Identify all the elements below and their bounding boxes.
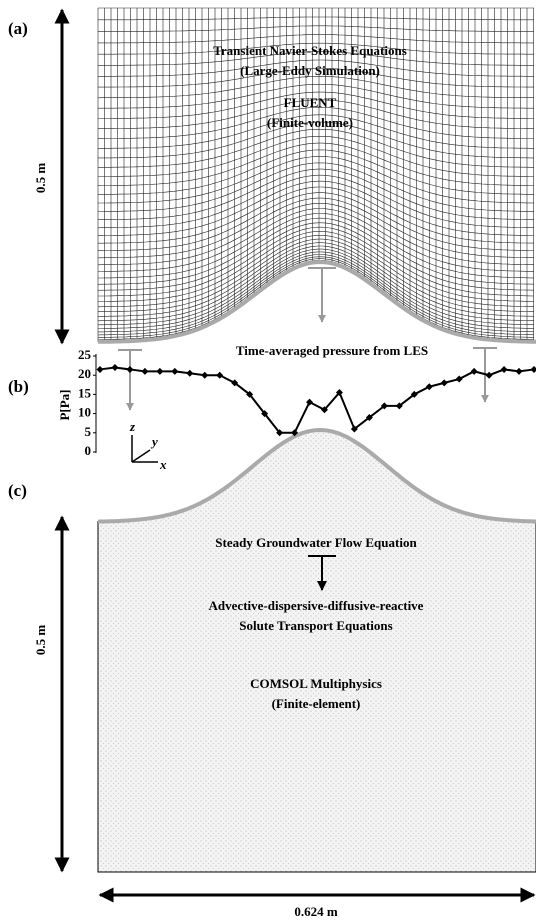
- data-point: [111, 364, 118, 371]
- y-axis-label: P[Pa]: [57, 389, 72, 420]
- data-point: [456, 376, 463, 383]
- text-line: (Finite-element): [272, 696, 361, 711]
- data-point: [426, 383, 433, 390]
- text-line: COMSOL Multiphysics: [250, 676, 382, 691]
- text-line: FLUENT: [284, 95, 337, 110]
- data-point: [486, 372, 493, 379]
- data-point: [126, 366, 133, 373]
- data-point: [156, 368, 163, 375]
- note: Time-averaged pressure from LES: [236, 343, 428, 358]
- data-point: [201, 372, 208, 379]
- data-point: [531, 366, 536, 373]
- mesh: [98, 8, 534, 342]
- axes-icon: z y x: [129, 419, 167, 472]
- axis-name: z: [129, 419, 136, 434]
- text-line: (Finite-volume): [267, 115, 353, 130]
- data-point: [516, 368, 523, 375]
- data-point: [97, 366, 104, 373]
- text-line: Steady Groundwater Flow Equation: [215, 535, 417, 550]
- data-point: [186, 370, 193, 377]
- data-point: [171, 368, 178, 375]
- axis-y: [132, 450, 150, 462]
- text-line: (Large-Eddy Simulation): [240, 63, 380, 78]
- data-point: [141, 368, 148, 375]
- panel-label: (a): [8, 19, 28, 38]
- y-tick-label: 15: [78, 385, 92, 400]
- text-line: Solute Transport Equations: [239, 618, 392, 633]
- pressure-line: [100, 368, 534, 433]
- data-point: [306, 399, 313, 406]
- data-point: [216, 372, 223, 379]
- y-tick-label: 25: [78, 347, 92, 362]
- dimension-label: 0.5 m: [33, 163, 48, 194]
- groundwater-domain: [98, 430, 536, 872]
- text-line: Transient Navier-Stokes Equations: [213, 43, 407, 58]
- y-tick-label: 5: [85, 424, 92, 439]
- axis-name: y: [150, 434, 158, 449]
- data-point: [471, 368, 478, 375]
- data-point: [441, 379, 448, 386]
- panel-label: (b): [8, 377, 29, 396]
- y-tick-label: 10: [78, 405, 91, 420]
- dimension-label: 0.5 m: [33, 625, 48, 656]
- figure: (a) 0.5 m Transient Navier-Stokes Equati…: [0, 0, 536, 924]
- dimension-label: 0.624 m: [294, 904, 338, 919]
- text-line: Advective-dispersive-diffusive-reactive: [209, 598, 424, 613]
- data-point: [501, 366, 508, 373]
- y-tick-label: 20: [78, 366, 91, 381]
- panel-label: (c): [8, 481, 27, 500]
- axis-name: x: [159, 457, 167, 472]
- y-tick-label: 0: [85, 443, 92, 458]
